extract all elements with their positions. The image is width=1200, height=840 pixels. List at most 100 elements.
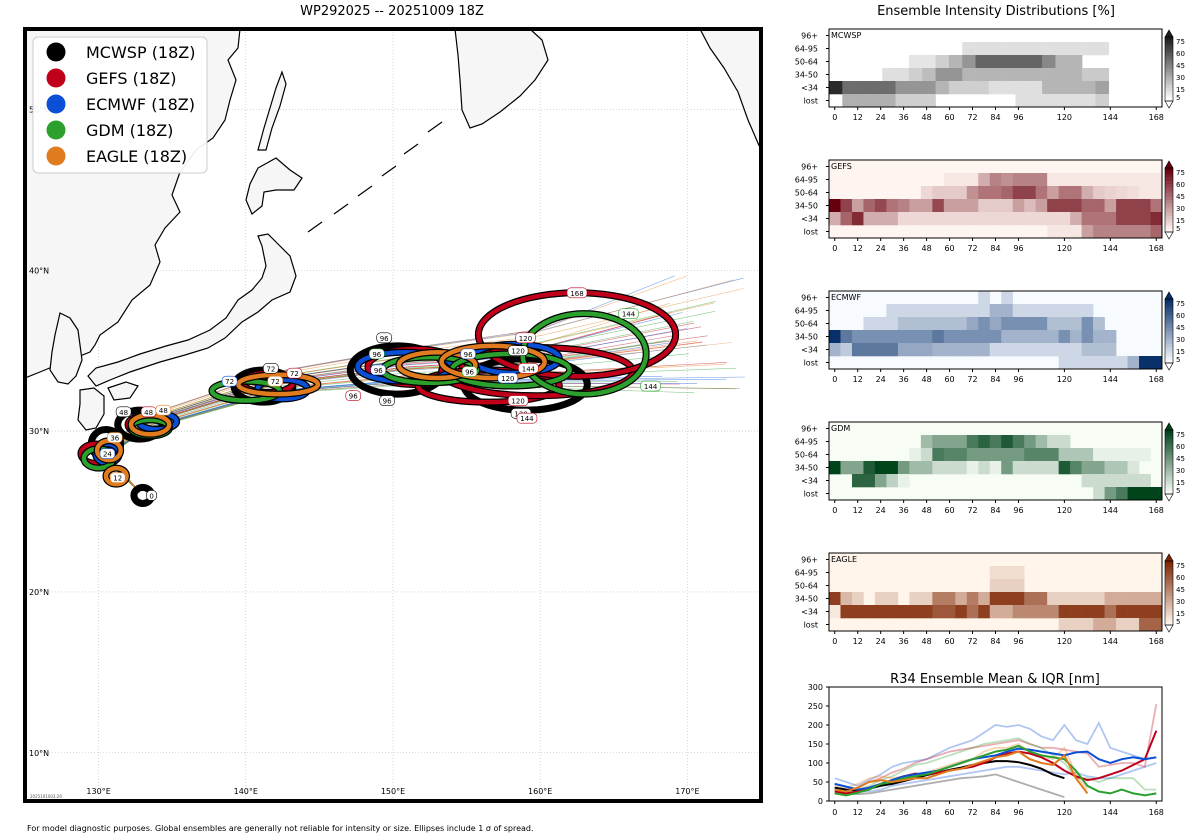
heatmap-x-label: 36 [899, 244, 909, 253]
heatmap-cell [908, 68, 923, 82]
hour-label-text: 144 [622, 311, 636, 319]
heatmap-cell [978, 212, 991, 226]
heatmap-cell [909, 592, 922, 606]
heatmap-cell [895, 81, 910, 95]
colorbar-segment [1165, 315, 1173, 319]
heatmap-cell [1081, 461, 1094, 475]
r34-x-label: 36 [899, 808, 909, 817]
heatmap-cell [989, 461, 1002, 475]
heatmap-cell [989, 317, 1002, 331]
heatmap-x-label: 96 [1013, 637, 1023, 646]
r34-y-label: 200 [808, 721, 823, 730]
heatmap-x-label: 60 [944, 244, 954, 253]
heatmap-x-label: 168 [1149, 637, 1164, 646]
hour-label: 96 [369, 348, 385, 360]
heatmap-cell [1093, 186, 1105, 200]
heatmap-cell [978, 435, 991, 449]
heatmap-cell [920, 304, 933, 318]
heatmap-cell [978, 173, 991, 187]
heatmap-y-label: lost [804, 490, 818, 499]
heatmap-cell [1070, 304, 1082, 318]
colorbar-segment [1165, 318, 1173, 322]
r34-gdm-iqr-line [834, 737, 1157, 793]
colorbar-extend-bottom [1164, 100, 1174, 109]
heatmap-x-label: 120 [1057, 506, 1072, 515]
heatmap-cell [840, 330, 853, 344]
heatmap-x-label: 0 [832, 375, 837, 384]
colorbar-frame [1164, 560, 1174, 626]
heatmap-cell [1116, 592, 1128, 606]
heatmap-cell [1058, 186, 1071, 200]
colorbar-segment [1165, 225, 1173, 230]
japan-shikoku [107, 381, 139, 401]
hour-label-text: 96 [465, 369, 474, 377]
heatmap-cell [1024, 330, 1036, 344]
heatmap-x-label: 0 [832, 113, 837, 122]
heatmap-y-label: 96+ [801, 163, 818, 172]
heatmap-cell [1116, 186, 1128, 200]
heatmap-cell [1139, 225, 1151, 239]
colorbar-segment [1165, 478, 1173, 482]
heatmap-cell [1035, 186, 1048, 200]
forecast-hour-labels: 0 12 24 36 48 48 48 72 72 72 72 96 96 96 96 96 96 96 120 12… [99, 287, 661, 501]
heatmap-cell [829, 605, 841, 619]
heatmap-cell [966, 186, 979, 200]
heatmap-cell [1024, 212, 1036, 226]
colorbar-tick-label: 15 [1176, 217, 1185, 225]
heatmap-cell [1093, 343, 1105, 357]
heatmap-cell [1081, 330, 1094, 344]
r34-eagle-mean-line [834, 750, 1089, 795]
heatmap-cell [1095, 68, 1110, 82]
heatmap-cell [1024, 448, 1036, 462]
heatmap-cell [1047, 317, 1059, 331]
heatmap-cell [1093, 592, 1105, 606]
heatmap-cell [989, 304, 1002, 318]
heatmap-cell [1058, 199, 1071, 213]
r34-x-label: 168 [1149, 808, 1164, 817]
heatmap-cell [932, 448, 945, 462]
hour-label: 72 [286, 367, 303, 379]
heatmap-cell [1139, 605, 1151, 619]
heatmap-cell [1035, 173, 1048, 187]
heatmap-cell [1024, 199, 1036, 213]
heatmap-cell [1104, 487, 1117, 501]
heatmap-cell [1081, 592, 1094, 606]
heatmap-y-label: 50-64 [795, 451, 818, 460]
heatmap-model-name: GDM [831, 424, 850, 433]
colorbar-segment [1165, 212, 1173, 217]
hour-label: 144 [640, 380, 661, 392]
heatmap-cell [1150, 592, 1163, 606]
heatmap-cell [909, 317, 922, 331]
colorbar-tick-label: 60 [1176, 181, 1185, 189]
heatmap-cell [1001, 291, 1014, 305]
hour-label-bg [516, 412, 538, 424]
heatmap-cell [1024, 186, 1036, 200]
heatmap-x-label: 72 [967, 506, 977, 515]
heatmap-cell [874, 199, 887, 213]
colorbar-tick-label: 15 [1176, 479, 1185, 487]
hour-label: 168 [566, 287, 588, 299]
colorbar-segment [1165, 593, 1173, 597]
hour-label: 120 [507, 395, 529, 406]
colorbar-extend-bottom [1164, 362, 1174, 371]
legend-label-mcwsp: MCWSP (18Z) [86, 43, 196, 62]
heatmap-cell [1058, 212, 1071, 226]
colorbar-segment [1165, 46, 1173, 51]
heatmap-cell [1127, 356, 1140, 370]
heatmap-cell [1001, 317, 1014, 331]
heatmap-x-label: 60 [944, 113, 954, 122]
heatmap-x-label: 12 [853, 506, 863, 515]
r34-x-label: 84 [990, 808, 1000, 817]
heatmap-x-label: 12 [853, 244, 863, 253]
heatmap-cell [840, 592, 853, 606]
hour-label: 12 [109, 472, 126, 484]
heatmap-cell [1070, 212, 1082, 226]
colorbar-segment [1165, 193, 1173, 198]
heatmap-cell [1035, 304, 1048, 318]
heatmap-cell [975, 81, 990, 95]
heatmap-cell [1047, 435, 1059, 449]
heatmap-cell [1070, 330, 1082, 344]
heatmap-cell [1012, 343, 1025, 357]
colorbar-tick-label: 5 [1176, 225, 1180, 233]
heatmap-cell [882, 94, 896, 108]
